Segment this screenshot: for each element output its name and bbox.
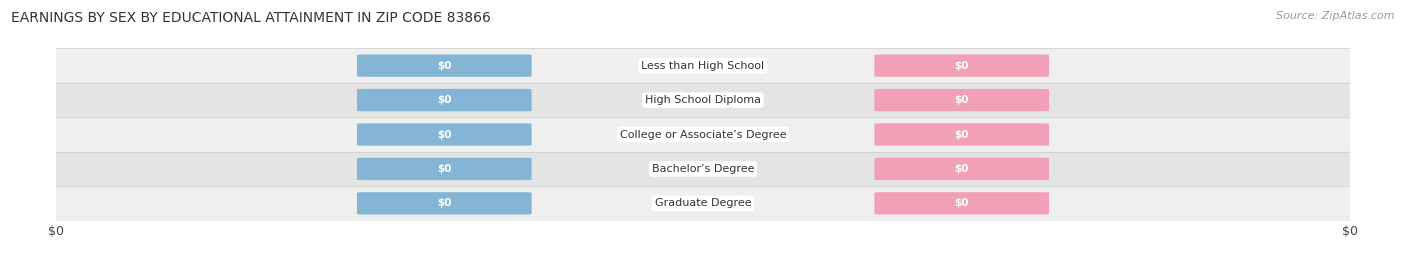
Text: $0: $0 [955,61,969,71]
Text: College or Associate’s Degree: College or Associate’s Degree [620,129,786,140]
Text: $0: $0 [437,95,451,105]
Text: $0: $0 [955,164,969,174]
FancyBboxPatch shape [875,123,1049,146]
Text: $0: $0 [437,129,451,140]
Text: $0: $0 [955,198,969,208]
Text: $0: $0 [437,164,451,174]
Text: Graduate Degree: Graduate Degree [655,198,751,208]
Text: $0: $0 [437,198,451,208]
Text: Less than High School: Less than High School [641,61,765,71]
Bar [56,152,1350,186]
Bar [56,83,1350,117]
Bar [56,117,1350,152]
Text: Source: ZipAtlas.com: Source: ZipAtlas.com [1277,11,1395,21]
FancyBboxPatch shape [357,54,531,77]
FancyBboxPatch shape [357,192,531,215]
Text: $0: $0 [437,61,451,71]
FancyBboxPatch shape [875,158,1049,180]
FancyBboxPatch shape [875,192,1049,215]
Text: Bachelor’s Degree: Bachelor’s Degree [652,164,754,174]
Bar [56,48,1350,83]
FancyBboxPatch shape [357,89,531,111]
FancyBboxPatch shape [875,54,1049,77]
Text: $0: $0 [955,95,969,105]
FancyBboxPatch shape [357,123,531,146]
Text: High School Diploma: High School Diploma [645,95,761,105]
FancyBboxPatch shape [875,89,1049,111]
Bar [56,186,1350,221]
Text: EARNINGS BY SEX BY EDUCATIONAL ATTAINMENT IN ZIP CODE 83866: EARNINGS BY SEX BY EDUCATIONAL ATTAINMEN… [11,11,491,25]
Text: $0: $0 [955,129,969,140]
FancyBboxPatch shape [357,158,531,180]
